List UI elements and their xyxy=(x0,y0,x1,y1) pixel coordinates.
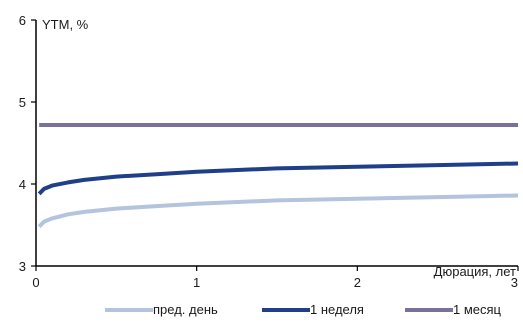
y-tick-label: 4 xyxy=(19,177,26,192)
legend-label: 1 месяц xyxy=(453,302,502,317)
series-line-2 xyxy=(37,161,519,196)
axes xyxy=(35,20,518,267)
x-tick-label: 0 xyxy=(32,275,39,290)
y-tick-label: 5 xyxy=(19,95,26,110)
ticks: 3 4 5 6 0 1 2 3 xyxy=(19,13,519,290)
x-tick-label: 3 xyxy=(511,275,518,290)
legend-label: пред. день xyxy=(153,302,218,317)
legend-label: 1 неделя xyxy=(310,302,364,317)
y-axis-title: YTM, % xyxy=(42,17,89,32)
legend: пред. день 1 неделя 1 месяц xyxy=(105,302,502,317)
plot-area xyxy=(37,123,519,228)
x-tick-label: 1 xyxy=(193,275,200,290)
x-axis-title: Дюрация, лет xyxy=(434,264,516,279)
y-tick-label: 3 xyxy=(19,259,26,274)
series-line-1 xyxy=(37,193,519,228)
y-tick-label: 6 xyxy=(19,13,26,28)
x-tick-label: 2 xyxy=(354,275,361,290)
